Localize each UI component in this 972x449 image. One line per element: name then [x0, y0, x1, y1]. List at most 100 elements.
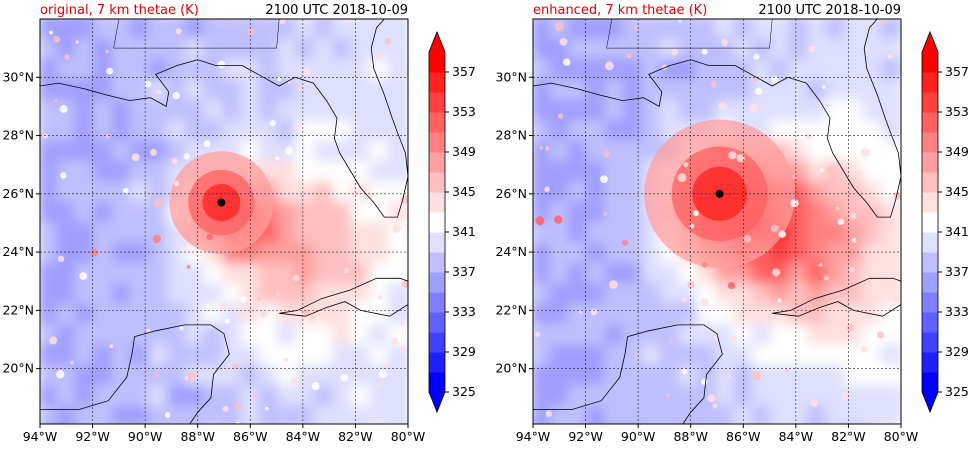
convective-cell	[79, 272, 88, 281]
field-cell	[604, 116, 627, 141]
field-cell	[733, 401, 756, 424]
field-cell	[111, 54, 134, 80]
field-cell	[222, 95, 245, 121]
field-cell	[788, 19, 811, 39]
field-cell	[623, 381, 646, 406]
field-cell	[166, 279, 190, 304]
field-cell	[40, 238, 61, 263]
panel-title: original, 7 km thetae (K)	[40, 3, 199, 18]
colorbar-segment	[429, 152, 445, 173]
field-cell	[295, 116, 318, 141]
field-cell	[166, 381, 190, 406]
convective-cell	[206, 233, 214, 241]
convective-cell	[171, 157, 178, 164]
colorbar-segment	[922, 152, 938, 173]
field-cell	[369, 320, 392, 345]
field-cell	[623, 360, 646, 386]
colorbar-segment	[922, 92, 938, 113]
colorbar-segment	[429, 52, 445, 73]
field-cell	[843, 238, 867, 263]
field-cell	[111, 238, 134, 263]
field-cell	[807, 279, 830, 304]
field-cell	[185, 258, 208, 284]
field-cell	[751, 340, 775, 365]
field-cell	[130, 258, 153, 284]
field-cell	[770, 116, 793, 141]
field-cell	[332, 381, 355, 406]
x-tick-label: 94°W	[516, 429, 551, 444]
convective-cell	[293, 274, 300, 282]
colorbar-segment	[429, 272, 445, 293]
field-cell	[623, 401, 646, 424]
colorbar-segment	[429, 172, 445, 193]
field-cell	[533, 238, 554, 263]
convective-cell	[710, 81, 717, 88]
convective-cell	[184, 376, 189, 381]
convective-cell	[253, 393, 257, 398]
convective-cell	[772, 268, 781, 277]
convective-cell	[278, 19, 286, 25]
field-cell	[387, 401, 408, 424]
field-cell	[696, 75, 719, 100]
field-cell	[549, 320, 572, 345]
colorbar-segment	[922, 52, 938, 73]
field-cell	[111, 156, 134, 182]
convective-cell	[677, 19, 682, 23]
field-cell	[222, 279, 245, 304]
field-cell	[641, 258, 664, 284]
colorbar-tick-label: 337	[945, 264, 969, 279]
field-cell	[862, 238, 885, 263]
field-cell	[314, 360, 337, 386]
field-cell	[807, 116, 830, 141]
field-cell	[751, 279, 775, 304]
field-cell	[586, 320, 609, 345]
lat-lon-grid	[40, 19, 408, 424]
field-cell	[880, 340, 901, 365]
colorbar-segment	[922, 232, 938, 253]
colorbar-segment	[429, 292, 445, 313]
colorbar-tick-label: 357	[452, 64, 476, 79]
field-cell	[549, 401, 572, 424]
field-cell	[387, 258, 408, 284]
field-cell	[604, 320, 627, 345]
field-cell	[130, 381, 153, 406]
field-cell	[74, 136, 98, 161]
field-cell	[825, 156, 848, 182]
convective-cell	[284, 357, 289, 362]
field-cell	[549, 381, 572, 406]
colorbar-tick-label: 341	[452, 224, 476, 239]
field-cell	[843, 218, 867, 243]
convective-cell	[222, 405, 229, 412]
convective-cell	[257, 297, 262, 302]
field-cell	[222, 258, 245, 284]
field-cell	[166, 54, 190, 80]
field-cell	[148, 360, 171, 386]
colorbar-tick-label: 353	[945, 104, 969, 119]
convective-cell	[292, 124, 299, 131]
field-cell	[862, 381, 885, 406]
field-cell	[111, 75, 134, 100]
field-cell	[130, 360, 153, 386]
field-cell	[74, 340, 98, 365]
field-cell	[148, 156, 171, 182]
field-cell	[240, 34, 263, 59]
field-cell	[880, 238, 901, 263]
field-cell	[111, 299, 134, 325]
field-cell	[659, 19, 683, 39]
field-cell	[222, 54, 245, 80]
field-cell	[586, 54, 609, 80]
field-cell	[586, 136, 609, 161]
y-tick-label: 26°N	[495, 186, 527, 201]
field-cell	[111, 197, 134, 223]
field-cell	[659, 320, 683, 345]
convective-cell	[819, 168, 824, 173]
field-cell	[222, 360, 245, 386]
field-cell	[604, 75, 627, 100]
field-cell	[166, 75, 190, 100]
convective-cell	[173, 180, 180, 187]
field-cell	[825, 340, 848, 365]
field-cell	[369, 381, 392, 406]
x-tick-label: 84°W	[286, 429, 321, 444]
field-cell	[314, 218, 337, 243]
field-cell	[678, 95, 701, 121]
